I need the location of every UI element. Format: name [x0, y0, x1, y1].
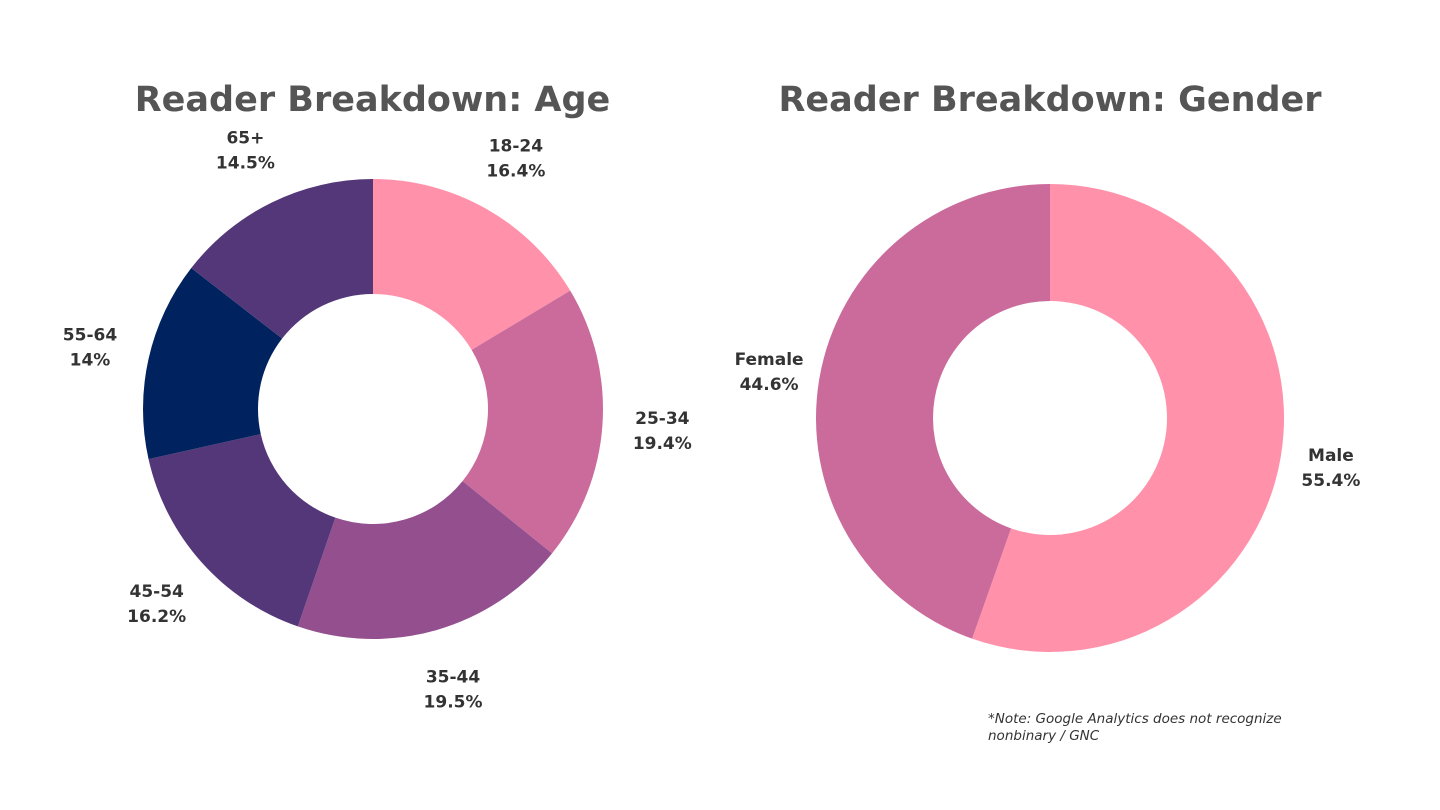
- gender-label-female: Female 44.6%: [735, 350, 804, 395]
- age-label-65-plus: 65+ 14.5%: [216, 129, 275, 174]
- age-chart-title: Reader Breakdown: Age: [134, 80, 611, 120]
- gender-label-male: Male 55.4%: [1301, 446, 1360, 491]
- gender-slice-male: [972, 184, 1285, 652]
- note-line-2: nonbinary / GNC: [988, 728, 1100, 744]
- gender-slice-female: [816, 184, 1050, 639]
- analytics-note: *Note: Google Analytics does not recogni…: [988, 711, 1348, 745]
- gender-chart-title: Reader Breakdown: Gender: [778, 80, 1322, 120]
- age-label-35-44: 35-44 19.5%: [424, 668, 483, 713]
- age-label-55-64: 55-64 14%: [63, 326, 118, 371]
- age-slice-55-64: [143, 268, 283, 460]
- age-slice-35-44: [297, 481, 553, 639]
- age-donut-chart: 18-24 16.4% 25-34 19.4% 35-44 19.5% 45-54 16.2%…: [63, 129, 692, 713]
- age-slice-18-24: [373, 179, 571, 350]
- age-label-25-34: 25-34 19.4%: [633, 409, 692, 454]
- age-slice-25-34: [462, 290, 603, 554]
- age-slice-45-54: [148, 434, 336, 627]
- note-line-1: *Note: Google Analytics does not recogni…: [988, 711, 1282, 727]
- age-slice-65-plus: [191, 179, 373, 339]
- gender-donut-chart: Male 55.4% Female 44.6%: [735, 184, 1360, 652]
- age-label-45-54: 45-54 16.2%: [127, 582, 186, 627]
- age-label-18-24: 18-24 16.4%: [486, 137, 545, 182]
